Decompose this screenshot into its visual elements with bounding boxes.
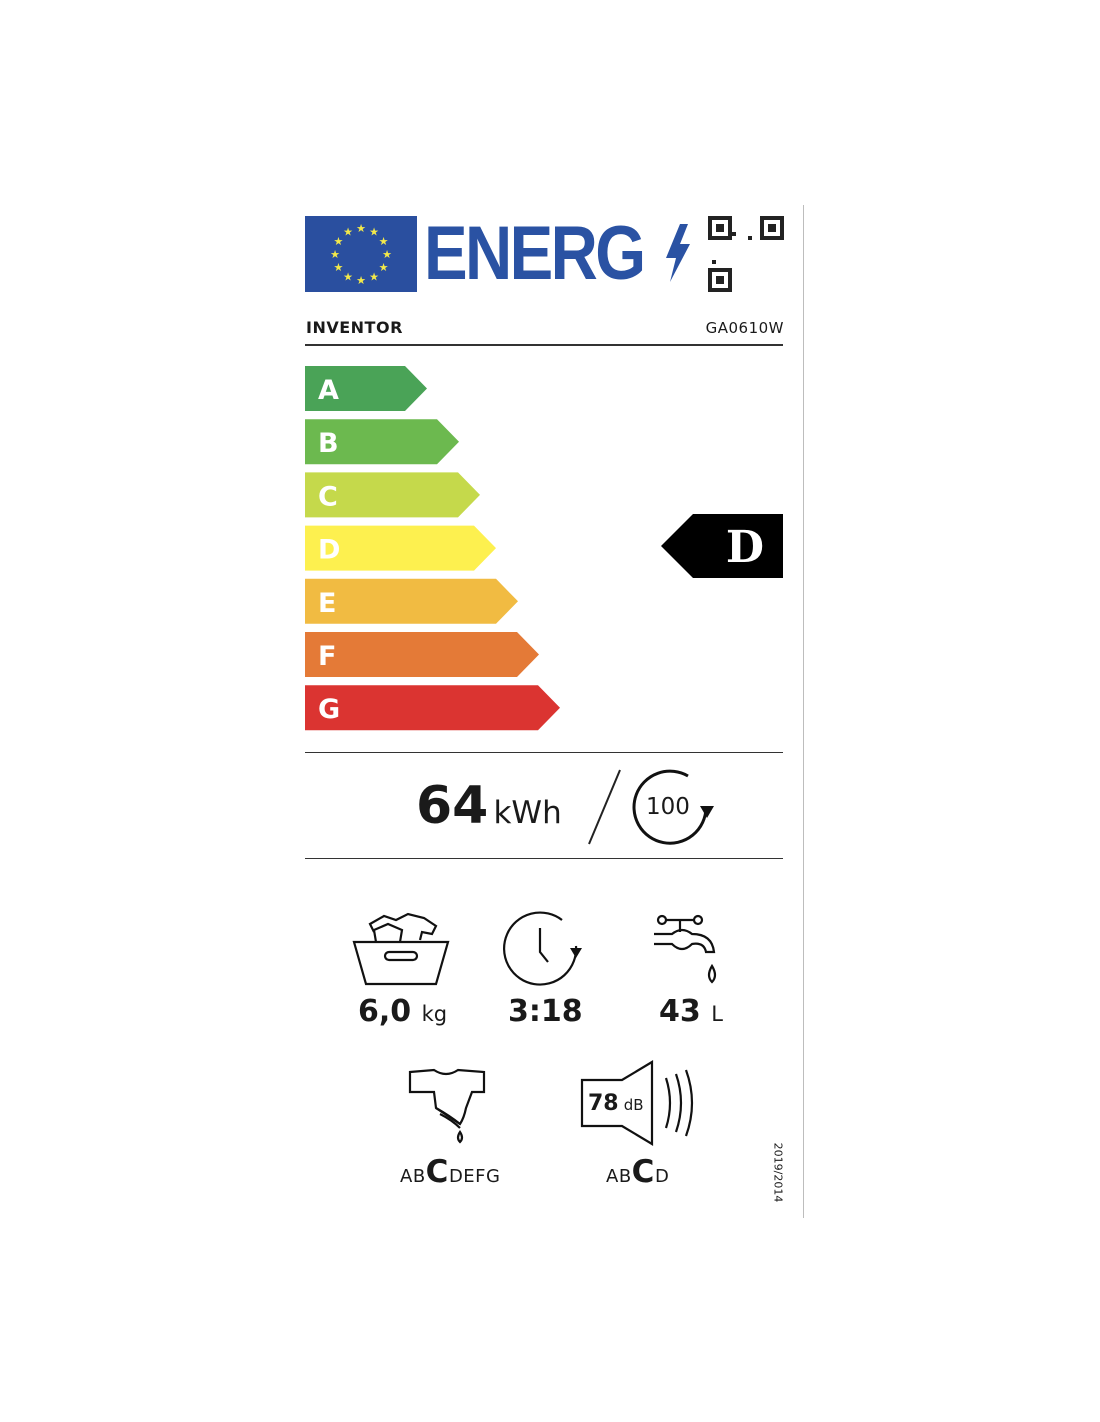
spin-class-selected: C [425,1154,449,1190]
capacity-spec: 6,0 kg [358,994,447,1029]
noise-class-pre: AB [606,1166,632,1187]
scale-bar-a: A [305,366,427,411]
svg-text:★: ★ [356,274,366,287]
scale-bar-f: F [305,632,539,677]
spin-class: ABCDEFG [400,1154,500,1190]
scale-letter: F [318,641,336,672]
water-unit: L [711,1002,723,1026]
svg-text:★: ★ [330,248,340,261]
brand-name: INVENTOR [306,318,403,337]
energy-value: 64 [416,776,489,836]
cycles-value: 100 [646,794,690,820]
noise-class-selected: C [631,1154,655,1190]
energy-consumption: 64 kWh [416,776,562,836]
svg-text:★: ★ [343,271,353,284]
svg-text:★: ★ [343,225,353,238]
regulation-number: 2019/2014 [771,1142,785,1203]
svg-text:★: ★ [356,222,366,235]
laundry-basket-icon [352,912,450,986]
scale-letter: B [318,428,339,459]
lightning-icon [666,224,690,282]
rating-arrow: D [661,514,783,578]
scale-letter: A [318,375,339,406]
divider [305,858,783,859]
svg-text:★: ★ [334,235,344,248]
cycles-icon [632,769,714,845]
spin-shirt-icon [408,1068,486,1144]
energy-scale: ABCDEFG [305,366,560,731]
rating-letter: D [726,522,764,573]
scale-letter: C [318,481,338,512]
capacity-unit: kg [421,1002,448,1026]
svg-text:★: ★ [379,261,389,274]
clock-icon [503,911,582,986]
scale-bar-e: E [305,578,518,624]
duration-value: 3:18 [508,994,583,1029]
noise-unit: dB [623,1096,644,1114]
model-id: GA0610W [705,319,784,337]
svg-text:★: ★ [379,235,389,248]
scale-letter: E [318,588,336,619]
svg-text:★: ★ [382,248,392,261]
spin-class-pre: AB [400,1166,426,1187]
scale-bar-c: C [305,472,480,518]
scale-letter: G [318,694,340,725]
svg-text:★: ★ [334,261,344,274]
svg-text:★: ★ [369,271,379,284]
energy-title: ENERG [424,211,646,296]
water-value: 43 [659,994,701,1029]
noise-level: 78 dB [588,1091,644,1116]
spin-class-post: DEFG [448,1166,501,1187]
scale-bar-d: D [305,525,496,571]
noise-class: ABCD [606,1154,669,1190]
scale-bar-b: B [305,419,459,465]
svg-text:★: ★ [369,225,379,238]
water-tap-icon [654,914,717,984]
slash-divider [588,769,621,845]
eu-flag-icon: ★ ★★★★★★★★★★★ [305,216,417,292]
scale-bar-g: G [305,685,560,731]
scale-letter: D [318,535,340,566]
speaker-icon [580,1060,694,1146]
divider [305,752,783,753]
noise-class-post: D [654,1166,670,1187]
capacity-value: 6,0 [358,994,412,1029]
water-spec: 43 L [659,994,723,1029]
qr-code-icon [708,216,784,292]
divider [305,344,783,346]
energy-unit: kWh [493,795,562,831]
noise-value: 78 [588,1091,619,1116]
